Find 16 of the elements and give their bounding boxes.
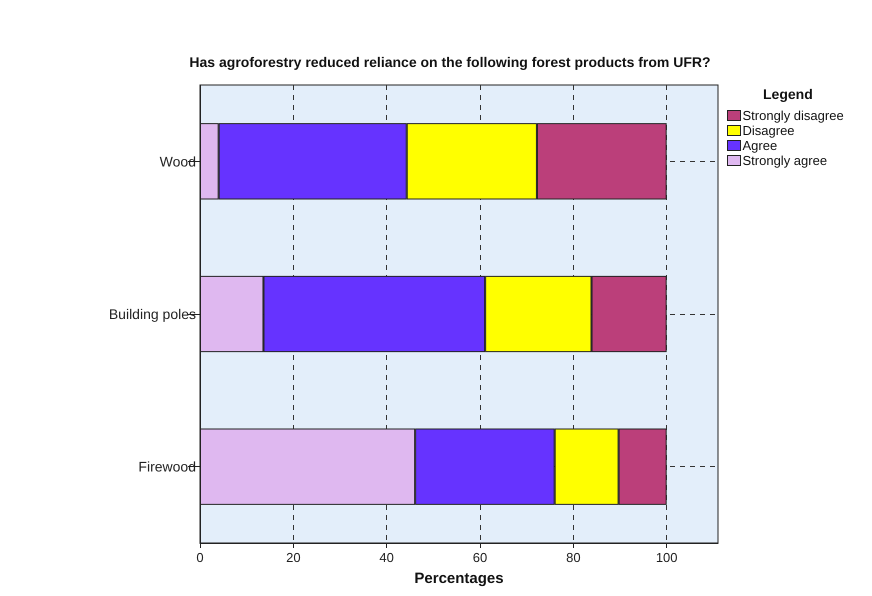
- chart-title: Has agroforestry reduced reliance on the following forest products from UFR?: [189, 54, 711, 70]
- x-tick-label: 0: [196, 550, 204, 565]
- x-tick-label: 100: [656, 550, 678, 565]
- x-tick-label: 40: [379, 550, 394, 565]
- x-tick-label: 60: [472, 550, 488, 565]
- legend-label: Disagree: [742, 123, 795, 138]
- y-tick-label: Wood: [160, 153, 196, 170]
- x-tick-label: 80: [566, 550, 581, 565]
- legend-title: Legend: [763, 86, 813, 102]
- x-axis-title: Percentages: [414, 570, 504, 587]
- legend-label: Agree: [742, 138, 778, 153]
- x-tick-label: 20: [286, 550, 301, 565]
- legend-label: Strongly disagree: [742, 108, 844, 123]
- y-tick-label: Firewood: [138, 458, 196, 475]
- legend-label: Strongly agree: [742, 153, 828, 168]
- y-tick-label: Building poles: [108, 306, 196, 322]
